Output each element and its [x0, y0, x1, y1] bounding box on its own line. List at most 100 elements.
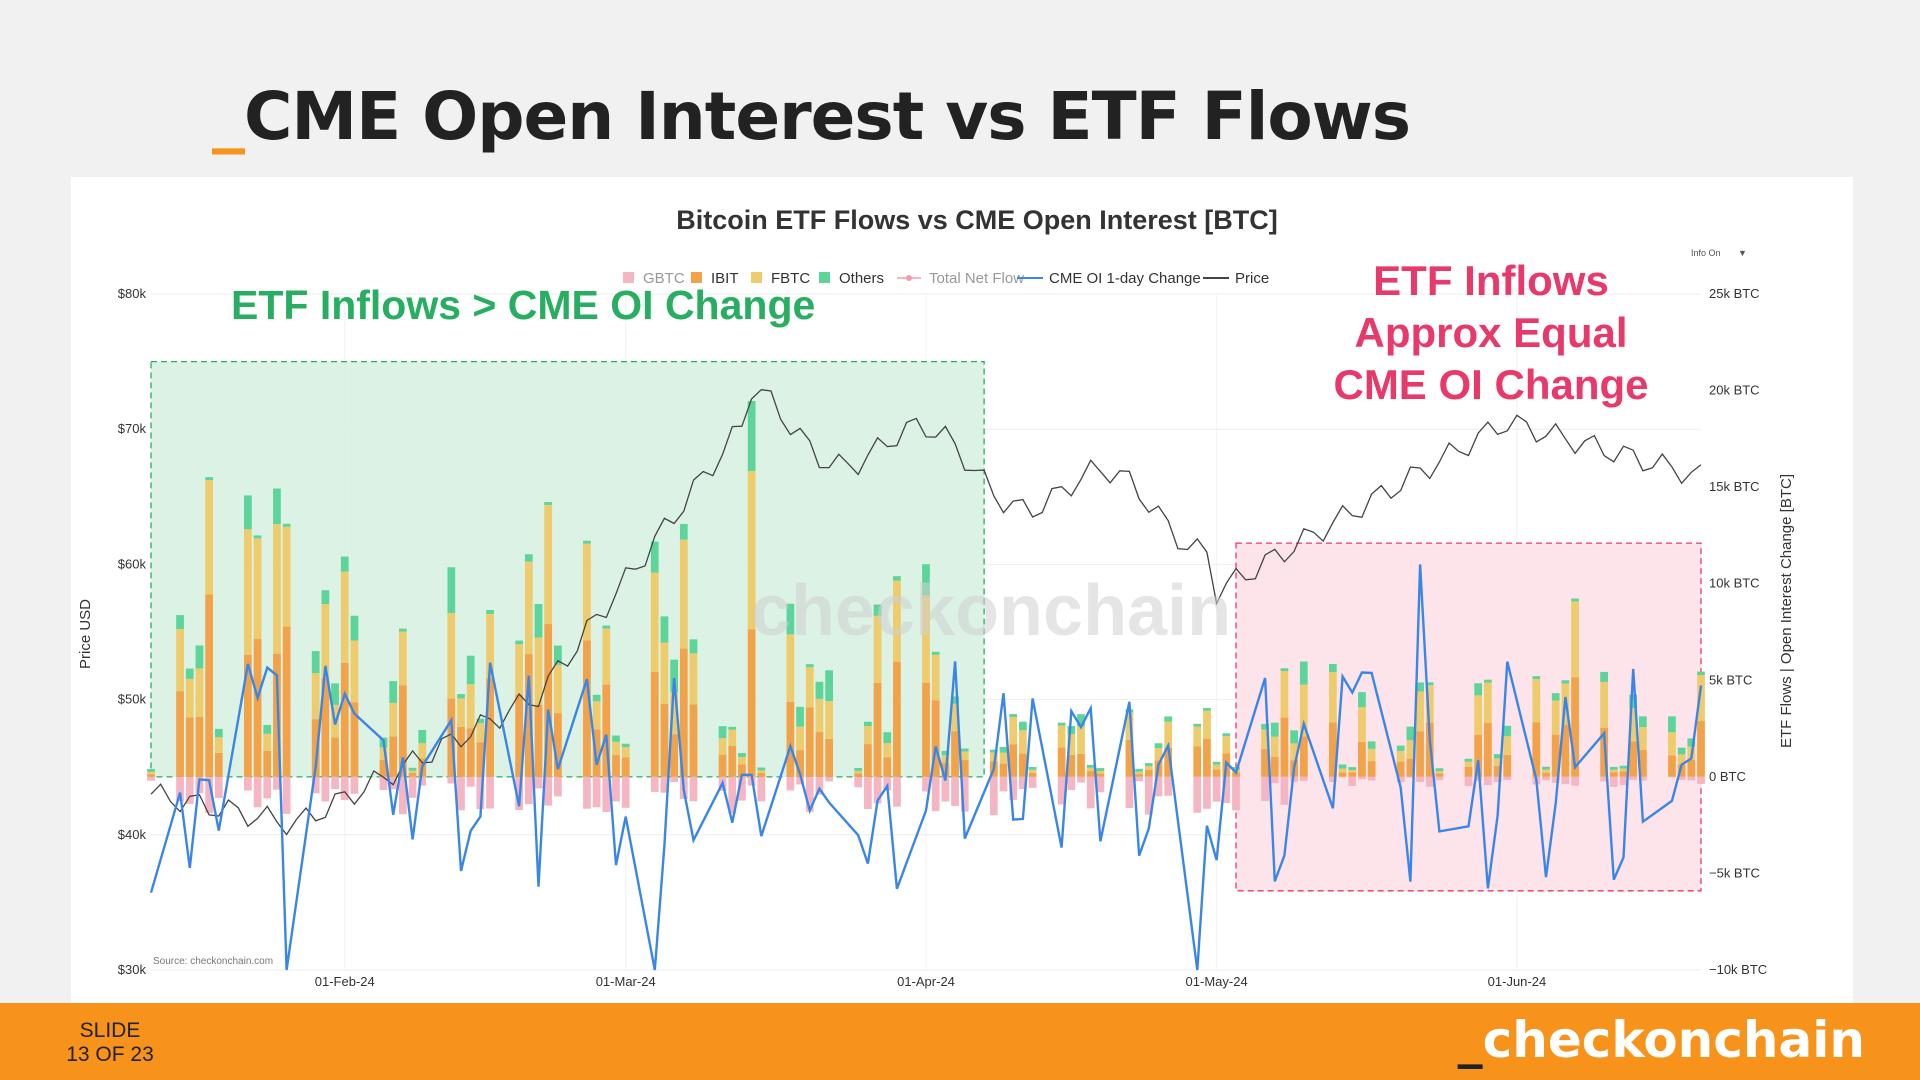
- gbtc-bar: [399, 776, 407, 815]
- others-bar: [1057, 722, 1066, 726]
- legend-swatch: [751, 272, 762, 283]
- others-bar: [621, 743, 630, 748]
- watermark: checkonchain: [751, 571, 1231, 651]
- others-bar: [466, 655, 475, 685]
- ibit-bar: [1503, 754, 1512, 777]
- gbtc-bar: [534, 776, 543, 789]
- ibit-bar: [1668, 755, 1676, 777]
- y-left-tick-label: $50k: [118, 692, 147, 707]
- y-right-tick-label: 15k BTC: [1709, 479, 1760, 494]
- gbtc-bar: [176, 776, 184, 802]
- fbtc-bar: [583, 543, 591, 641]
- others-bar: [1019, 721, 1027, 731]
- gbtc-bar: [447, 776, 456, 784]
- ibit-bar: [931, 700, 940, 777]
- gbtc-bar: [612, 776, 620, 802]
- fbtc-bar: [350, 640, 359, 703]
- fbtc-bar: [883, 743, 892, 758]
- others-bar: [873, 604, 882, 616]
- legend-item-total_net_flow[interactable]: Total Net Flow: [897, 270, 1024, 287]
- gbtc-bar: [893, 776, 901, 807]
- ibit-bar: [1348, 772, 1357, 777]
- fbtc-bar: [311, 673, 320, 720]
- gbtc-bar: [1270, 776, 1279, 784]
- fbtc-bar: [1503, 736, 1512, 755]
- gbtc-bar: [738, 776, 746, 801]
- gbtc-bar: [864, 776, 872, 810]
- region-pink: [1235, 542, 1702, 892]
- others-bar: [1154, 743, 1163, 748]
- fbtc-bar: [486, 613, 494, 679]
- legend-item-ibit[interactable]: IBIT: [691, 270, 739, 287]
- gbtc-bar: [1009, 776, 1018, 800]
- legend-item-gbtc[interactable]: GBTC: [623, 270, 685, 287]
- fbtc-bar: [1493, 758, 1502, 766]
- gbtc-bar: [457, 776, 465, 811]
- fbtc-bar: [612, 741, 620, 756]
- gbtc-bar: [931, 776, 940, 812]
- ibit-bar: [1096, 773, 1105, 777]
- fbtc-bar: [1474, 695, 1483, 735]
- gbtc-bar: [1203, 776, 1211, 809]
- fbtc-bar: [1086, 767, 1095, 772]
- legend-item-others[interactable]: Others: [819, 270, 884, 287]
- others-bar: [1639, 716, 1647, 728]
- others-bar: [1067, 726, 1076, 735]
- ibit-bar: [273, 653, 281, 777]
- others-bar: [1367, 741, 1376, 749]
- region-annotations: ETF Inflows > CME OI Change ETF Inflows Ap…: [231, 257, 1649, 408]
- fbtc-bar: [263, 733, 272, 751]
- fbtc-bar: [1261, 729, 1269, 750]
- ibit-bar: [922, 682, 930, 777]
- gbtc-bar: [941, 776, 950, 802]
- gbtc-bar: [1125, 776, 1134, 809]
- others-bar: [340, 556, 349, 572]
- others-bar: [1290, 730, 1298, 744]
- fbtc-bar: [796, 726, 804, 751]
- gbtc-bar: [147, 776, 155, 781]
- ibit-bar: [147, 774, 155, 777]
- fbtc-bar: [592, 701, 601, 730]
- gbtc-bar: [340, 776, 349, 801]
- gbtc-bar: [214, 776, 223, 799]
- gbtc-bar: [583, 776, 591, 809]
- fbtc-bar: [534, 637, 543, 705]
- others-bar: [1222, 733, 1231, 737]
- gbtc-bar: [873, 776, 882, 804]
- legend-swatch: [623, 272, 634, 283]
- fbtc-bar: [1406, 740, 1415, 759]
- gbtc-bar: [786, 776, 795, 791]
- plot-area: $30k $40k $50k $60k $70k $80k −10k BTC −5k BTC 0…: [118, 286, 1767, 989]
- x-tick-label: 01-Apr-24: [897, 974, 955, 989]
- y-right-tick-label: −10k BTC: [1709, 962, 1767, 977]
- info-toggle-arrow-icon[interactable]: ▼: [1738, 248, 1747, 258]
- gbtc-bar: [689, 776, 698, 802]
- ibit-bar: [873, 682, 882, 777]
- ibit-bar: [1484, 723, 1492, 777]
- ibit-bar: [1609, 772, 1618, 777]
- legend-item-price[interactable]: Price: [1203, 270, 1269, 287]
- others-bar: [1503, 725, 1512, 737]
- chart-legend[interactable]: GBTC IBIT FBTC Others Total Net Flow CME OI 1…: [623, 270, 1269, 287]
- others-bar: [583, 540, 591, 544]
- info-toggle[interactable]: Info On: [1691, 248, 1721, 258]
- others-bar: [883, 732, 892, 744]
- others-bar: [999, 746, 1008, 753]
- others-bar: [738, 753, 746, 757]
- legend-item-cme_oi[interactable]: CME OI 1-day Change: [1017, 270, 1201, 287]
- gbtc-bar: [825, 776, 833, 782]
- ibit-bar: [399, 685, 407, 777]
- gbtc-bar: [1435, 776, 1444, 781]
- others-bar: [1464, 758, 1473, 762]
- gbtc-bar: [321, 776, 330, 802]
- fbtc-bar: [1212, 764, 1221, 770]
- others-bar: [1144, 763, 1153, 767]
- others-bar: [282, 523, 291, 527]
- fbtc-bar: [1600, 681, 1608, 728]
- ibit-bar: [1077, 753, 1085, 777]
- ibit-bar: [321, 678, 330, 777]
- ibit-bar: [1203, 739, 1211, 777]
- others-bar: [1619, 765, 1628, 769]
- legend-item-fbtc[interactable]: FBTC: [751, 270, 810, 287]
- fbtc-bar: [1299, 684, 1308, 737]
